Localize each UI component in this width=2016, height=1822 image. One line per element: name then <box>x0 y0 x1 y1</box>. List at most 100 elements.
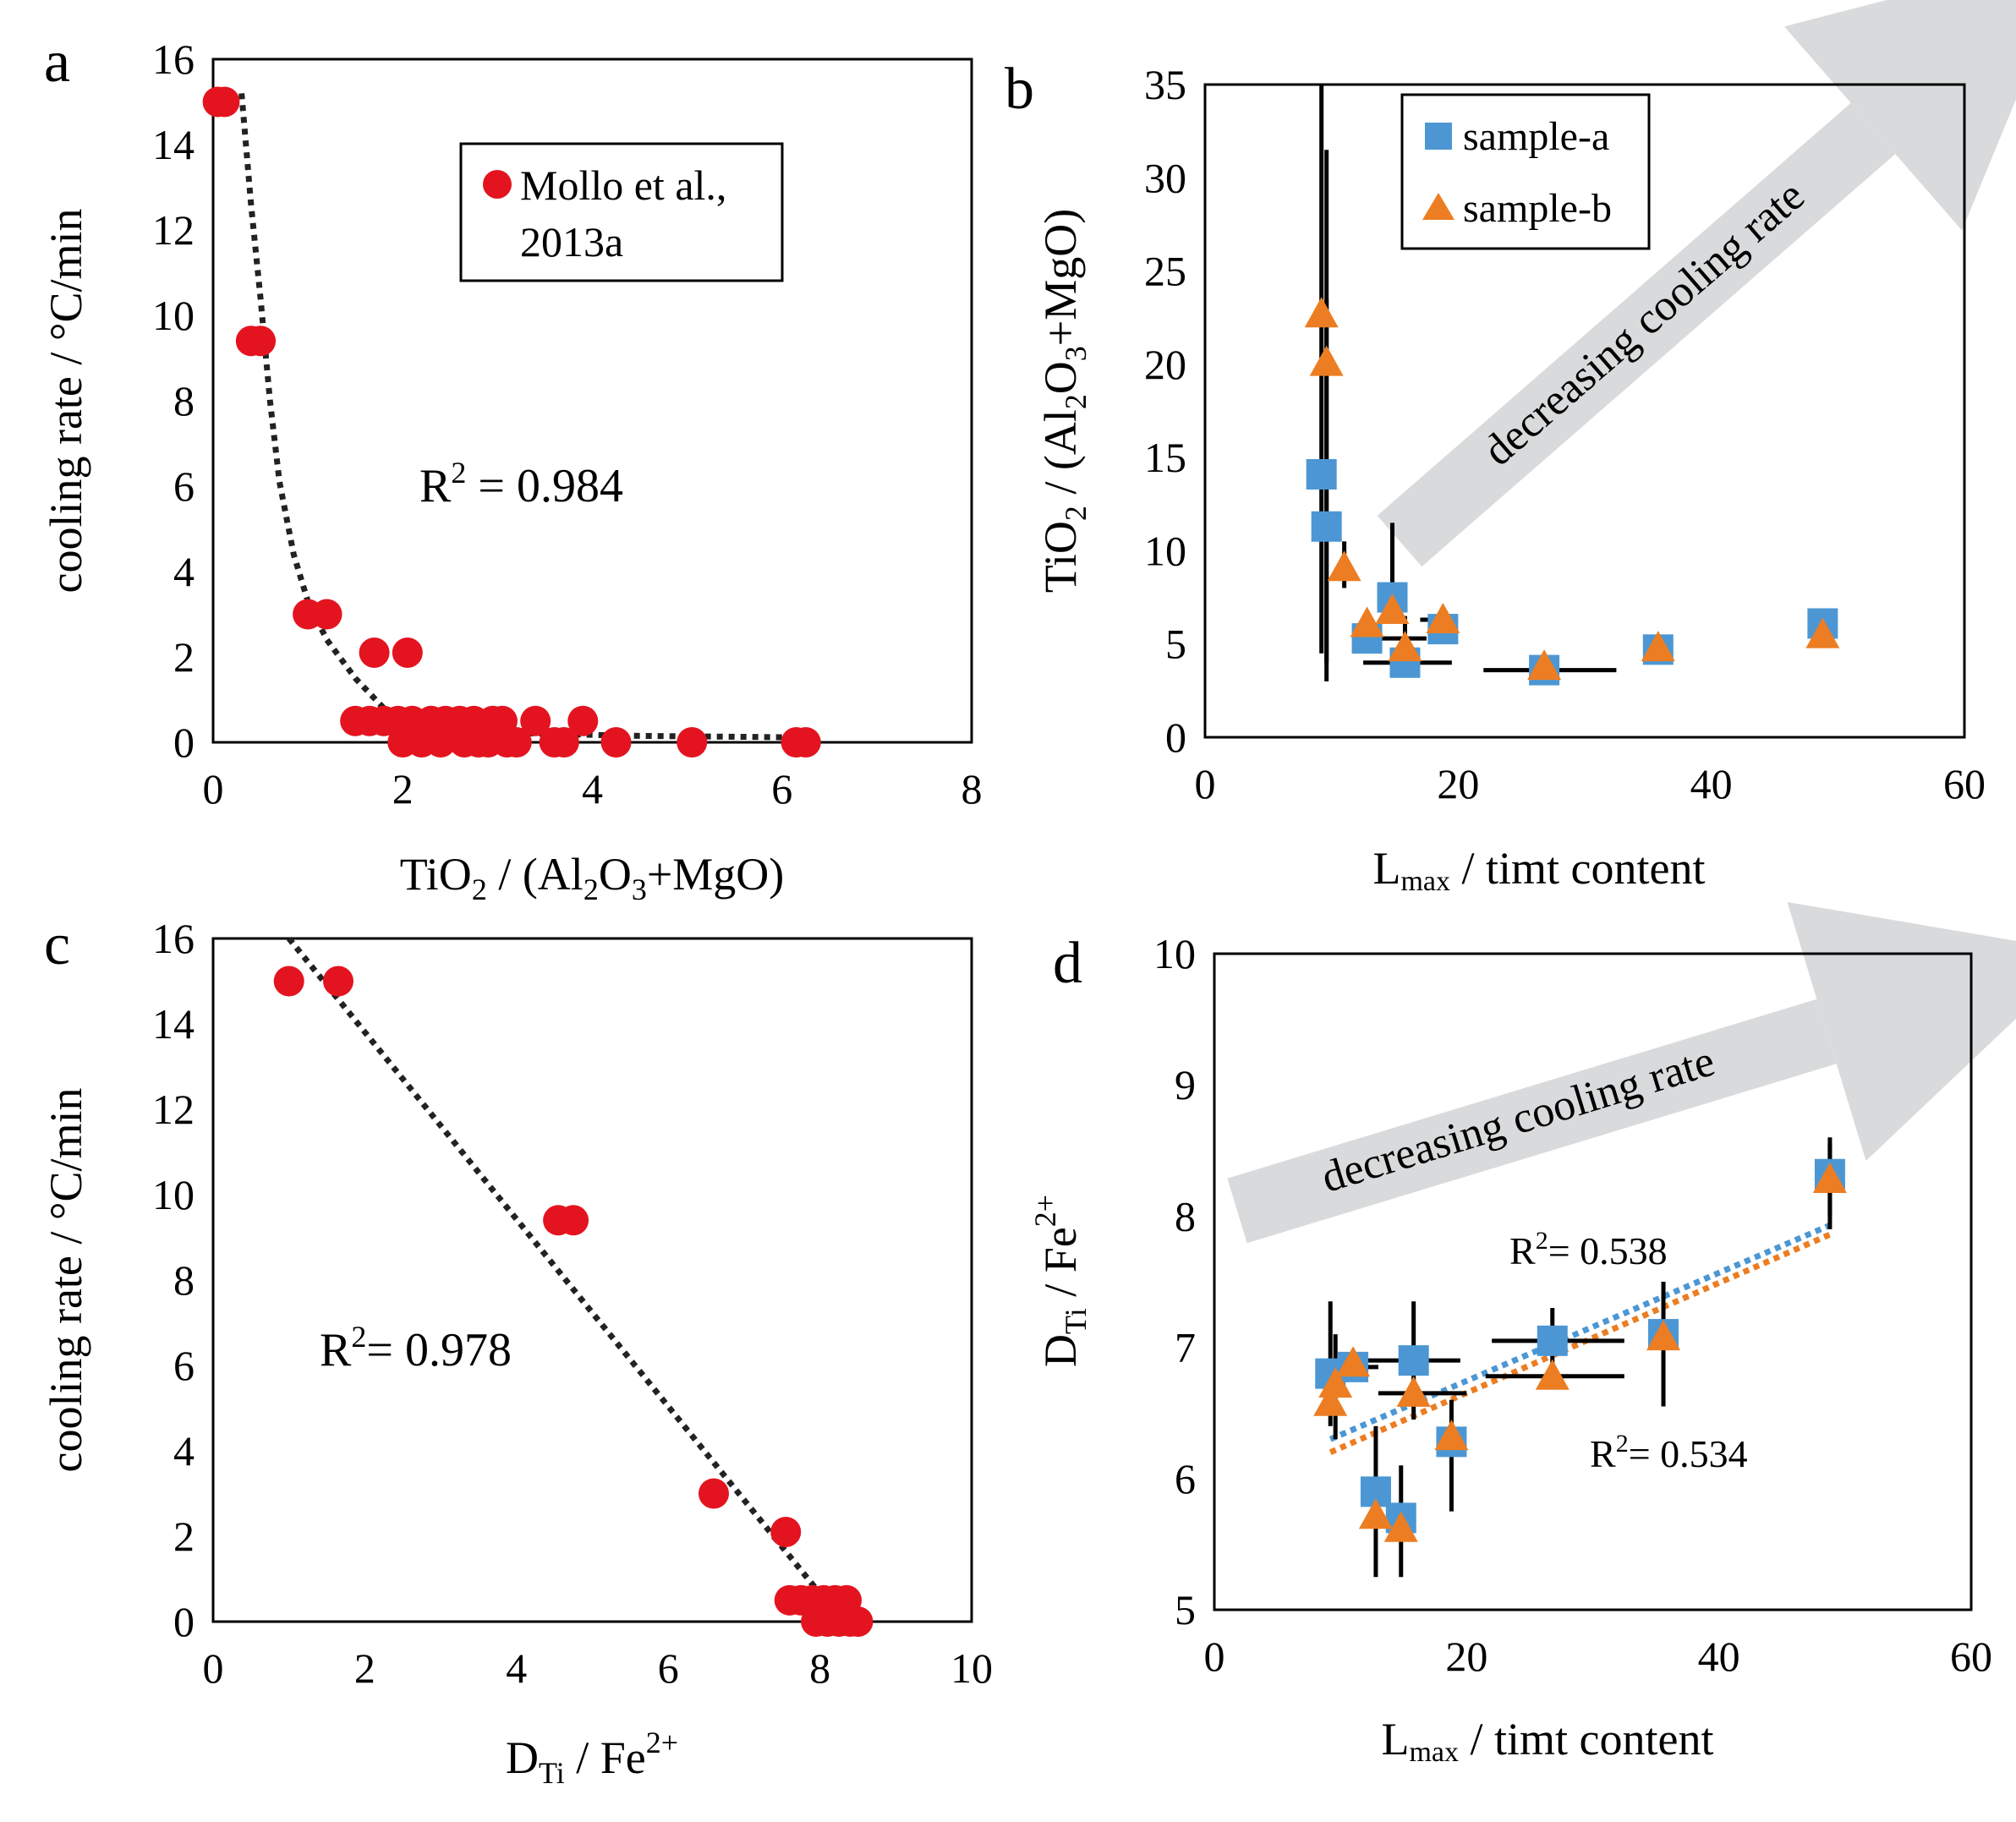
legend-label-line2: 2013a <box>520 218 623 265</box>
y-tick-label: 25 <box>1144 248 1186 295</box>
legend-label-sample-a: sample-a <box>1463 114 1609 159</box>
y-tick-label: 35 <box>1144 61 1186 108</box>
data-points-a <box>202 86 821 758</box>
data-point-sample-a <box>1398 1345 1429 1376</box>
r2-label-sample-b: R2= 0.534 <box>1590 1430 1748 1475</box>
data-point <box>311 599 342 630</box>
x-tick-label: 60 <box>1943 760 1986 807</box>
x-tick-label: 6 <box>658 1644 679 1692</box>
y-tick-label: 16 <box>152 36 194 83</box>
data-point-sample-b <box>1383 1511 1418 1542</box>
y-axis-label-b: TiO2 / (Al2O3+MgO) <box>1035 209 1093 594</box>
y-axis-label-d: DTi / Fe2+ <box>1028 1195 1093 1367</box>
y-tick-label: 8 <box>173 377 194 424</box>
y-tick-labels-b: 0 5 10 15 20 25 30 35 <box>1144 61 1186 761</box>
y-tick-label: 8 <box>173 1256 194 1304</box>
data-points-d <box>1313 1158 1847 1542</box>
x-tick-label: 20 <box>1445 1633 1487 1680</box>
x-tick-label: 8 <box>809 1644 830 1692</box>
x-tick-labels-b: 0 20 40 60 <box>1195 760 1986 807</box>
x-tick-label: 0 <box>1195 760 1216 807</box>
data-point-sample-b <box>1641 631 1675 662</box>
data-point-sample-b <box>1812 1162 1847 1193</box>
data-point <box>548 727 579 758</box>
y-tick-label: 0 <box>173 1598 194 1645</box>
y-tick-labels-c: 0 2 4 6 8 10 12 14 16 <box>152 915 194 1645</box>
y-tick-label: 6 <box>173 462 194 510</box>
data-point-sample-b <box>1388 631 1422 662</box>
y-axis-label-c: cooling rate / °C/min <box>41 1087 91 1472</box>
data-point <box>558 1205 589 1236</box>
trendline <box>286 936 846 1624</box>
data-point-sample-b <box>1313 1385 1348 1416</box>
x-axis-label-a: TiO2 / (Al2O3+MgO) <box>400 849 785 906</box>
y-tick-label: 30 <box>1144 154 1186 201</box>
data-point <box>501 727 532 758</box>
y-tick-label: 4 <box>173 548 194 595</box>
x-tick-label: 0 <box>203 1644 224 1692</box>
data-point-sample-b <box>1304 297 1339 328</box>
decreasing-cooling-arrow-b <box>1377 0 2016 567</box>
y-tick-label: 8 <box>1175 1192 1196 1239</box>
data-point-sample-b <box>1805 617 1840 648</box>
plot-frame-c <box>211 937 973 1623</box>
data-point-sample-a <box>1311 511 1342 542</box>
data-point <box>323 966 354 997</box>
x-axis-label-b: Lmax / timt content <box>1372 843 1705 897</box>
panel-letter-a: a <box>44 30 70 95</box>
x-tick-label: 8 <box>961 765 983 813</box>
panel-letter-b: b <box>1005 57 1034 122</box>
data-point <box>842 1606 874 1637</box>
x-tick-label: 6 <box>771 765 792 813</box>
data-point-sample-a <box>1306 458 1337 490</box>
data-point-sample-b <box>1350 606 1384 637</box>
x-tick-label: 20 <box>1437 760 1479 807</box>
x-tick-label: 0 <box>1204 1633 1225 1680</box>
y-tick-label: 10 <box>1153 930 1196 977</box>
data-point <box>600 727 632 758</box>
y-tick-label: 5 <box>1165 621 1186 668</box>
legend-marker-sample-a <box>1425 123 1452 150</box>
y-tick-label: 10 <box>152 292 194 339</box>
trendline-c <box>286 936 846 1624</box>
y-tick-label: 7 <box>1175 1324 1196 1371</box>
y-tick-label: 6 <box>1175 1455 1196 1502</box>
y-tick-label: 6 <box>173 1342 194 1389</box>
x-tick-label: 4 <box>506 1644 527 1692</box>
legend-a: Mollo et al., 2013a <box>459 142 784 282</box>
y-tick-label: 10 <box>152 1171 194 1218</box>
x-tick-labels-d: 0 20 40 60 <box>1204 1633 1993 1680</box>
x-tick-label: 2 <box>354 1644 375 1692</box>
data-point-sample-b <box>1336 1346 1371 1377</box>
panel-a: a 0 2 4 6 8 0 2 4 6 8 10 12 14 16 TiO2 / (Al2O3+MgO)… <box>41 30 983 906</box>
y-tick-label: 12 <box>152 1086 194 1133</box>
legend-marker-mollo <box>483 170 512 199</box>
data-point <box>245 326 277 357</box>
data-point <box>677 727 708 758</box>
y-tick-label: 0 <box>173 719 194 766</box>
y-tick-label: 2 <box>173 633 194 681</box>
arrow-label-d: decreasing cooling rate <box>1316 1037 1720 1201</box>
y-tick-label: 2 <box>173 1513 194 1560</box>
plot-frame-d <box>1213 952 1973 1611</box>
y-tick-label: 15 <box>1144 434 1186 481</box>
data-point-sample-b <box>1327 550 1361 582</box>
panel-letter-d: d <box>1053 931 1082 996</box>
data-point-sample-b <box>1426 603 1460 634</box>
panel-b: b decreasing cooling rate 0 20 40 60 051015… <box>1005 0 2016 897</box>
panel-c: c 0 2 4 6 8 10 0 2 4 6 8 10 12 14 16 DTi / Fe2+ cooli… <box>41 912 993 1790</box>
plot-frame-b <box>1203 83 1966 739</box>
data-point-sample-b <box>1318 1367 1353 1398</box>
data-point <box>790 727 821 758</box>
data-point-sample-b <box>1535 1359 1570 1390</box>
y-tick-label: 10 <box>1144 527 1186 574</box>
y-axis-label-a: cooling rate / °C/min <box>41 208 91 593</box>
data-point-sample-b <box>1646 1320 1681 1351</box>
data-point-sample-b <box>1527 649 1562 681</box>
legend-label-line1: Mollo et al., <box>520 161 726 209</box>
x-tick-label: 60 <box>1950 1633 1992 1680</box>
legend-marker-sample-b <box>1422 193 1454 220</box>
y-tick-label: 14 <box>152 121 194 168</box>
x-tick-label: 40 <box>1690 760 1733 807</box>
y-tick-labels-d: 5 6 7 8 9 10 <box>1153 930 1196 1633</box>
